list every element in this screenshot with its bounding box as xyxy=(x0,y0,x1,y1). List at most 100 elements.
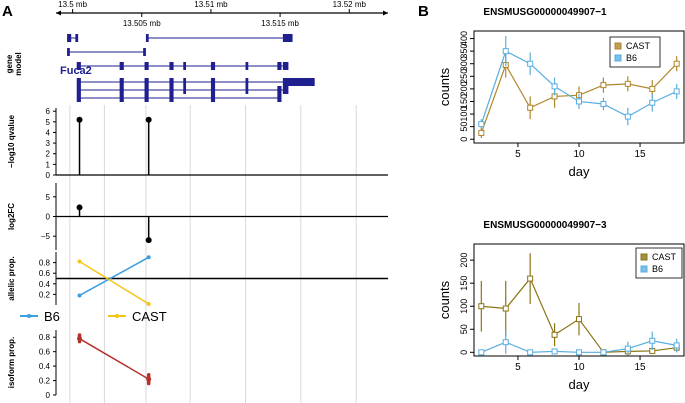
exon xyxy=(144,94,149,102)
data-point-cast xyxy=(527,275,534,282)
track-tick-label: 4 xyxy=(46,128,51,137)
exon xyxy=(144,78,149,86)
data-point-cast xyxy=(551,331,558,338)
exon xyxy=(169,62,174,70)
data-point-b6 xyxy=(600,349,607,356)
qvalue-point xyxy=(145,116,152,123)
track-tick-label: 0.2 xyxy=(39,377,51,386)
genome-tick-label: 13.52 mb xyxy=(333,0,367,9)
y-tick-label: 200 xyxy=(459,81,469,96)
track-tick-label: 0.8 xyxy=(39,333,51,342)
allelic-line-b6 xyxy=(79,256,150,297)
track-tick-label: 1 xyxy=(46,160,51,169)
genome-tick-label: 13.51 mb xyxy=(194,0,228,9)
exon xyxy=(67,34,72,42)
isoform-replicate xyxy=(146,372,151,377)
exon xyxy=(183,62,187,70)
track-tick-label: 0 xyxy=(46,391,51,400)
exon xyxy=(277,86,282,94)
exon xyxy=(76,86,81,94)
data-point-cast xyxy=(673,60,680,67)
x-tick-label: 10 xyxy=(573,362,585,373)
allelic-point-b6 xyxy=(77,293,82,298)
exon xyxy=(282,78,315,86)
legend-swatch-cast xyxy=(640,253,648,261)
log2fc-point xyxy=(76,204,83,211)
data-point-b6 xyxy=(576,349,582,356)
isoform-point xyxy=(77,336,83,342)
legend-marker-b6 xyxy=(27,314,31,318)
track-tick-label: 0.2 xyxy=(39,290,51,299)
y-tick-label: 200 xyxy=(459,253,469,268)
exon xyxy=(119,62,124,70)
exon xyxy=(282,86,289,94)
y-tick-label: 300 xyxy=(459,56,469,71)
data-point-b6 xyxy=(527,349,534,356)
data-point-b6 xyxy=(478,349,485,356)
track-tick-label: 3 xyxy=(46,139,51,148)
legend-label-b6: B6 xyxy=(652,264,663,274)
isoform-point xyxy=(146,376,152,382)
track-tick-label: 0.4 xyxy=(39,280,51,289)
exon xyxy=(210,86,216,94)
data-point-b6 xyxy=(502,48,509,55)
allelic-point-cast xyxy=(77,259,82,264)
genome-tick-label: 13.515 mb xyxy=(261,19,299,28)
legend-swatch-b6 xyxy=(640,265,648,273)
data-point-cast xyxy=(478,303,485,310)
y-tick-label: 150 xyxy=(459,276,469,291)
x-tick-label: 15 xyxy=(634,149,646,160)
legend-label-b6: B6 xyxy=(44,309,60,324)
exon xyxy=(210,62,216,70)
y-tick-label: 100 xyxy=(459,299,469,314)
exon xyxy=(143,48,146,56)
x-axis-label: day xyxy=(569,377,590,392)
data-point-cast xyxy=(624,80,631,87)
track-ylabel: log2FC xyxy=(7,203,16,230)
track-tick-label: 6 xyxy=(46,107,51,116)
legend-swatch-cast xyxy=(614,42,622,50)
track-tick-label: 0.6 xyxy=(39,269,51,278)
track-ylabel: isoform prop. xyxy=(7,337,16,389)
exon xyxy=(169,94,174,102)
track-tick-label: 5 xyxy=(46,118,51,127)
y-tick-label: 350 xyxy=(459,44,469,59)
exon xyxy=(76,62,81,70)
y-tick-label: 0 xyxy=(459,137,469,142)
data-point-cast xyxy=(502,305,509,312)
allelic-point-b6 xyxy=(146,255,151,260)
track-tick-label: −5 xyxy=(41,232,51,241)
x-tick-label: 15 xyxy=(634,362,646,373)
data-point-b6 xyxy=(551,348,558,355)
genome-tick-label: 13.5 mb xyxy=(58,0,87,9)
gene-model-label-line2: model xyxy=(14,52,23,76)
data-point-cast xyxy=(600,82,607,89)
panel-a-label: A xyxy=(2,3,13,20)
log2fc-point xyxy=(145,237,152,244)
y-tick-label: 250 xyxy=(459,69,469,84)
data-point-cast xyxy=(649,85,656,92)
plot-legend xyxy=(635,247,683,279)
panel-b-label: B xyxy=(418,3,429,20)
legend-label-b6: B6 xyxy=(626,53,637,63)
gene-model-label-line1: gene xyxy=(5,54,14,73)
genome-axis-arrow-right xyxy=(383,10,388,16)
exon xyxy=(119,78,124,86)
data-point-b6 xyxy=(600,100,607,107)
y-axis-label: counts xyxy=(437,280,452,319)
x-tick-label: 5 xyxy=(515,362,521,373)
exon xyxy=(282,62,289,70)
data-point-b6 xyxy=(649,337,656,344)
panel-a: 13.5 mb 13.505 mb 13.51 mb 13.515 mb 13.52 m… xyxy=(5,0,388,403)
exon xyxy=(169,78,174,86)
data-point-cast xyxy=(576,316,582,323)
exon xyxy=(145,34,149,42)
exon xyxy=(183,78,187,86)
track-ylabel: −log10 qvalue xyxy=(7,114,16,168)
data-point-cast xyxy=(527,104,534,111)
exon xyxy=(277,62,282,70)
data-point-b6 xyxy=(649,99,656,106)
exon xyxy=(210,78,216,86)
exon xyxy=(245,78,249,86)
